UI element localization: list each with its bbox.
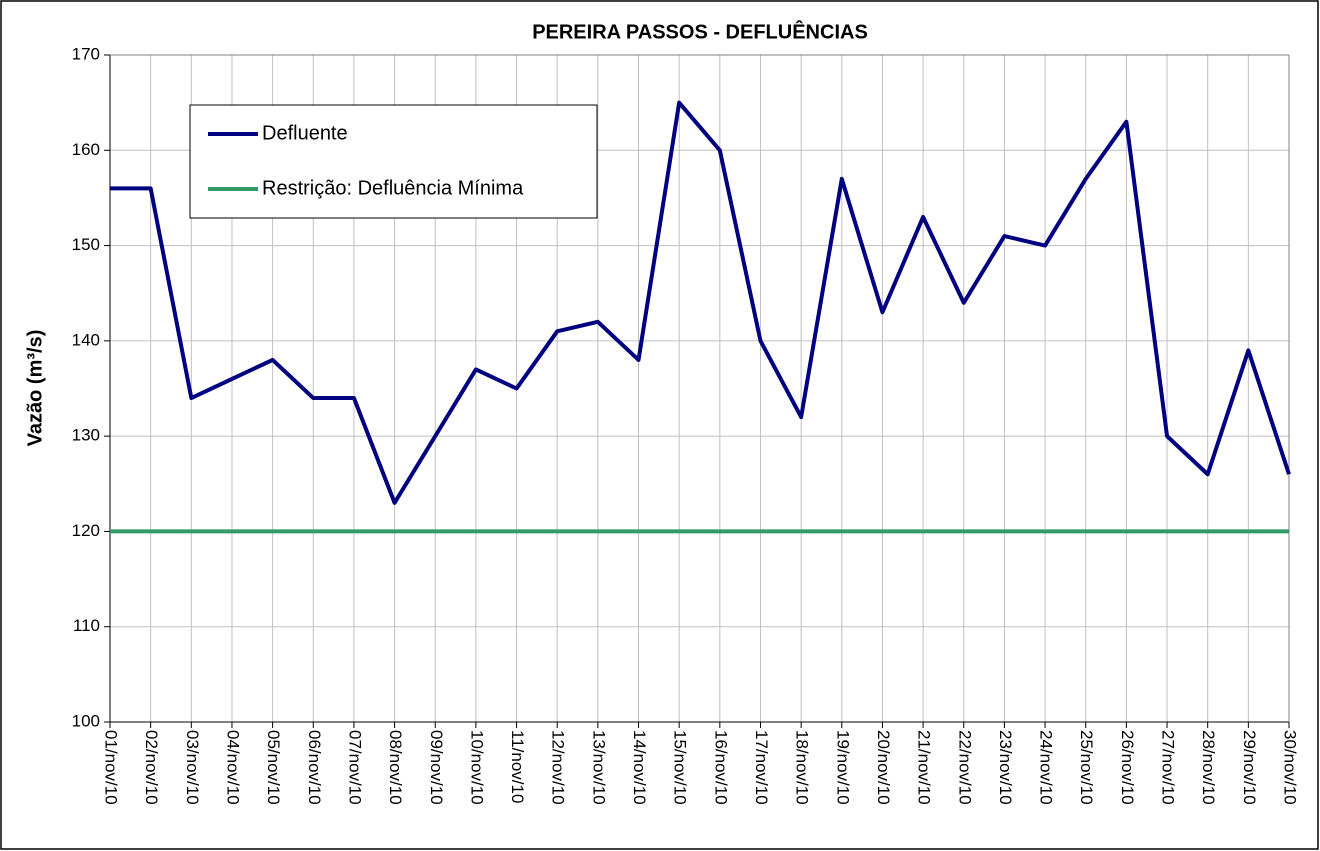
y-tick-label: 140 [72,330,100,349]
x-tick-label: 04/nov/10 [223,730,242,805]
chart-title: PEREIRA PASSOS - DEFLUÊNCIAS [532,19,868,43]
y-tick-label: 160 [72,140,100,159]
x-tick-label: 11/nov/10 [508,730,527,803]
x-tick-label: 25/nov/10 [1077,730,1096,805]
series-line [110,100,1291,505]
legend-label: Restrição: Defluência Mínima [262,177,524,199]
legend-label: Defluente [262,122,348,144]
x-tick-label: 21/nov/10 [915,730,934,805]
x-tick-label: 10/nov/10 [467,730,486,805]
x-tick-label: 12/nov/10 [549,730,568,805]
y-tick-label: 120 [72,521,100,540]
x-tick-label: 15/nov/10 [671,730,690,805]
x-tick-label: 02/nov/10 [142,730,161,805]
y-tick-label: 150 [72,235,100,254]
x-tick-label: 16/nov/10 [711,730,730,805]
y-tick-label: 130 [72,426,100,445]
y-tick-label: 170 [72,44,100,63]
x-tick-label: 28/nov/10 [1199,730,1218,805]
x-tick-label: 06/nov/10 [305,730,324,805]
x-tick-label: 05/nov/10 [264,730,283,805]
y-tick-label: 110 [73,616,100,635]
x-tick-label: 07/nov/10 [345,730,364,805]
x-tick-label: 24/nov/10 [1037,730,1056,805]
x-tick-label: 13/nov/10 [589,730,608,805]
x-tick-label: 22/nov/10 [955,730,974,805]
y-tick-label: 100 [72,711,100,730]
y-axis-label: Vazão (m³/s) [24,330,46,447]
legend-box [189,104,598,219]
x-tick-label: 01/nov/10 [102,730,121,805]
x-tick-label: 26/nov/10 [1118,730,1137,805]
x-tick-label: 27/nov/10 [1159,730,1178,805]
x-tick-label: 03/nov/10 [183,730,202,805]
x-tick-label: 29/nov/10 [1240,730,1259,805]
x-tick-label: 14/nov/10 [630,730,649,805]
x-tick-label: 09/nov/10 [427,730,446,805]
x-tick-label: 17/nov/10 [752,730,771,805]
x-tick-label: 20/nov/10 [874,730,893,805]
x-tick-label: 19/nov/10 [833,730,852,805]
x-tick-label: 30/nov/10 [1281,730,1300,805]
x-tick-label: 23/nov/10 [996,730,1015,805]
x-tick-label: 18/nov/10 [793,730,812,805]
x-tick-label: 08/nov/10 [386,730,405,805]
